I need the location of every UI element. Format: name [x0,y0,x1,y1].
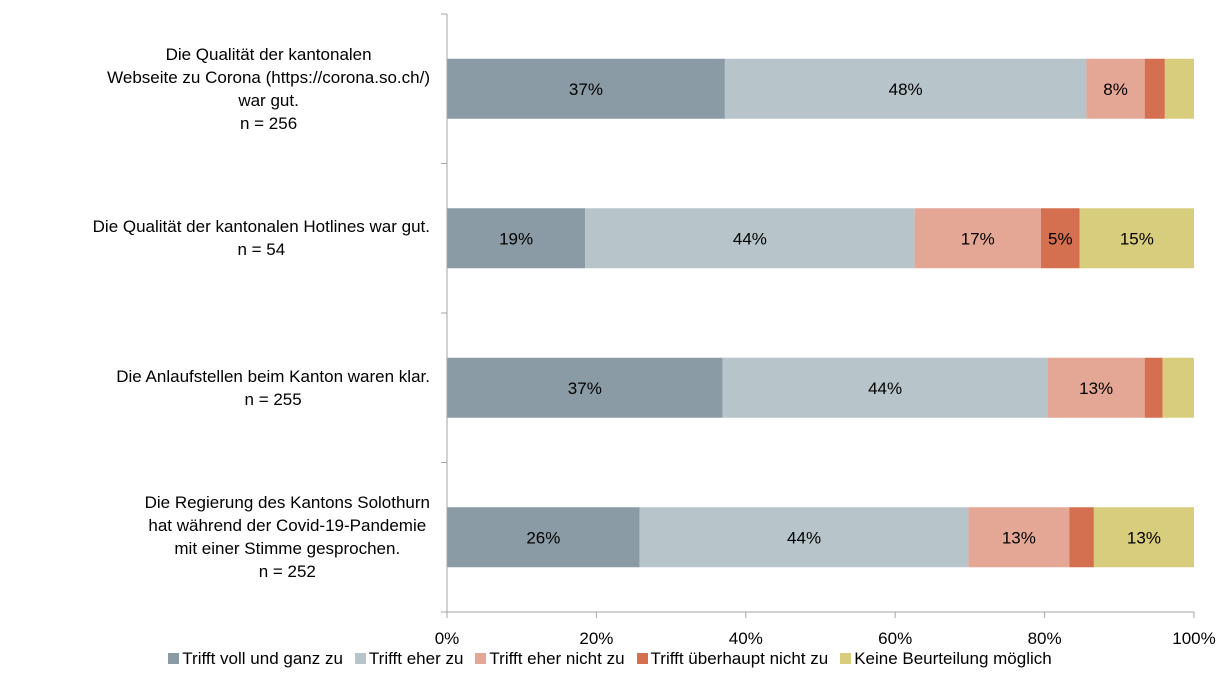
legend-label: Trifft eher nicht zu [489,649,625,668]
bar-segment [914,208,1041,269]
bar-segment [447,507,640,568]
legend-item: Trifft eher zu [354,649,464,669]
legend-swatch [475,653,487,664]
x-tick-label: 60% [878,629,912,648]
category-label-line: war gut. [238,90,299,110]
bar-segment [724,58,1087,119]
bar-segment [722,357,1048,418]
x-tick-label: 20% [579,629,613,648]
category-label-line: n = 255 [244,389,302,409]
data-label: 17% [961,229,995,248]
legend-item: Trifft voll und ganz zu [168,649,343,669]
x-tick-label: 0% [435,629,460,648]
bar-segment [1086,58,1145,119]
category-label-line: n = 54 [237,240,286,260]
category-label-line: hat während der Covid-19-Pandemie [148,516,427,536]
bar-segment [1047,357,1145,418]
legend-item: Trifft eher nicht zu [475,649,625,669]
category-label-line: Die Anlaufstellen beim Kanton waren klar… [116,366,430,386]
category-label-line: Die Qualität der kantonalen Hotlines war… [92,217,430,237]
legend-label: Trifft voll und ganz zu [182,649,343,668]
category-label: Die Qualität der kantonalen Webseite zu C… [107,43,430,135]
data-label: 44% [733,229,767,248]
data-label: 48% [889,80,923,99]
data-label: 13% [1127,528,1161,547]
bar-segment [585,208,915,269]
legend-item: Trifft überhaupt nicht zu [636,649,829,669]
category-label: Die Qualität der kantonalen Hotlines war… [93,215,430,261]
x-tick-label: 40% [729,629,763,648]
bar-segment [1079,208,1194,269]
data-label: 19% [499,229,533,248]
legend-swatch [840,653,852,664]
category-label-line: Die Regierung des Kantons Solothurn [144,493,430,513]
x-tick-label: 100% [1172,629,1215,648]
category-label-line: mit einer Stimme gesprochen. [174,539,401,559]
data-label: 37% [569,80,603,99]
data-label: 37% [568,379,602,398]
data-label: 26% [526,528,560,547]
bar-segment [1164,58,1194,119]
data-label: 44% [868,379,902,398]
legend-swatch [636,653,648,664]
data-label: 15% [1120,229,1154,248]
bar-segment [447,208,586,269]
bar-segment [968,507,1070,568]
x-tick-label: 80% [1028,629,1062,648]
legend-item: Keine Beurteilung möglich [840,649,1052,669]
category-label-line: n = 252 [258,562,316,582]
legend-label: Trifft eher zu [368,649,464,668]
bar-segment [1040,208,1080,269]
bar-segment [1144,58,1165,119]
legend-swatch [168,653,180,664]
bar-segment [447,58,725,119]
bar-segment [1162,357,1194,418]
data-label: 44% [787,528,821,547]
bar-segment [1093,507,1194,568]
category-label-line: Webseite zu Corona (https://corona.so.ch… [107,67,430,87]
bar-segment [1144,357,1163,418]
legend-label: Trifft überhaupt nicht zu [650,649,829,668]
bar-segment [639,507,969,568]
bar-segment [1069,507,1094,568]
bar-segment [447,357,723,418]
data-label: 13% [1079,379,1113,398]
category-label: Die Regierung des Kantons Solothurn hat w… [145,491,430,583]
legend-swatch [354,653,366,664]
data-label: 8% [1103,80,1128,99]
data-label: 5% [1048,229,1073,248]
category-label-line: n = 256 [239,113,298,133]
data-label: 13% [1002,528,1036,547]
category-label: Die Anlaufstellen beim Kanton waren klar… [116,365,430,411]
legend: Trifft voll und ganz zu Trifft eher zu Tri… [0,649,1220,669]
category-label-line: Die Qualität der kantonalen [165,44,372,64]
legend-label: Keine Beurteilung möglich [854,649,1052,668]
